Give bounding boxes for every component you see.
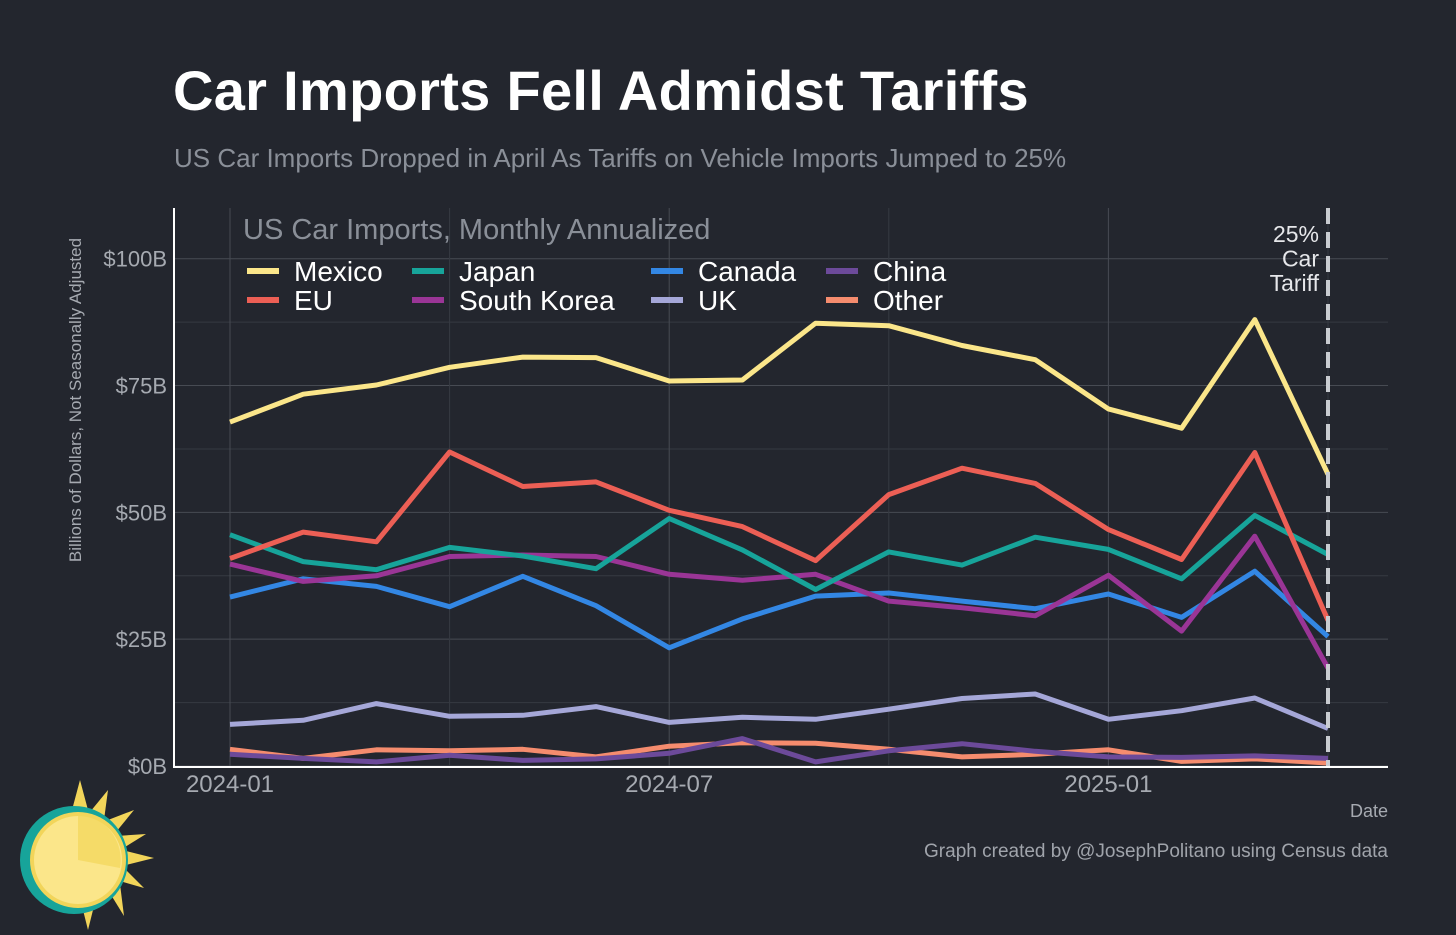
- y-tick-label: $25B: [116, 627, 167, 652]
- series-line-china: [229, 736, 1329, 765]
- x-tick-label: 2024-01: [186, 771, 274, 798]
- legend-label: Canada: [698, 256, 797, 287]
- legend-label: Japan: [459, 256, 535, 287]
- tariff-annotation-label: Tariff: [1270, 270, 1320, 296]
- source-caption: Graph created by @JosephPolitano using C…: [924, 841, 1388, 862]
- tariff-annotation-label: 25%: [1273, 221, 1319, 247]
- x-axis-title: Date: [1350, 801, 1388, 821]
- tariff-annotation-label: Car: [1282, 246, 1319, 272]
- y-axis-title: Billions of Dollars, Not Seasonally Adju…: [66, 238, 85, 562]
- legend-layer: US Car Imports, Monthly Annualized Mexico…: [243, 214, 947, 316]
- legend-label: EU: [294, 285, 333, 316]
- series-line-japan: [229, 512, 1330, 592]
- legend-label: Other: [873, 285, 943, 316]
- x-tick-label: 2025-01: [1064, 771, 1152, 798]
- legend-label: Mexico: [294, 256, 383, 287]
- legend-label: China: [873, 256, 947, 287]
- legend-label: South Korea: [459, 285, 615, 316]
- grid-layer: [175, 208, 1388, 767]
- y-tick-label: $0B: [128, 754, 167, 779]
- sun-icon: [12, 780, 162, 935]
- legend-label: UK: [698, 285, 737, 316]
- chart-title: Car Imports Fell Admidst Tariffs: [173, 59, 1029, 122]
- chart-subtitle: US Car Imports Dropped in April As Tarif…: [174, 143, 1067, 173]
- y-tick-label: $50B: [116, 500, 167, 525]
- series-line-south-korea: [229, 533, 1331, 670]
- series-line-mexico: [229, 317, 1331, 476]
- series-line-uk: [229, 691, 1329, 731]
- axis-layer: $0B $25B $50B $75B $100B 2024-01 2024-07 2025-0…: [66, 208, 1388, 821]
- series-line-canada: [229, 568, 1330, 651]
- series-line-eu: [229, 449, 1331, 622]
- y-tick-label: $100B: [103, 247, 167, 272]
- panel-title: US Car Imports, Monthly Annualized: [243, 214, 710, 246]
- x-tick-label: 2024-07: [625, 771, 713, 798]
- series-layer: [229, 317, 1331, 766]
- y-tick-label: $75B: [116, 374, 167, 399]
